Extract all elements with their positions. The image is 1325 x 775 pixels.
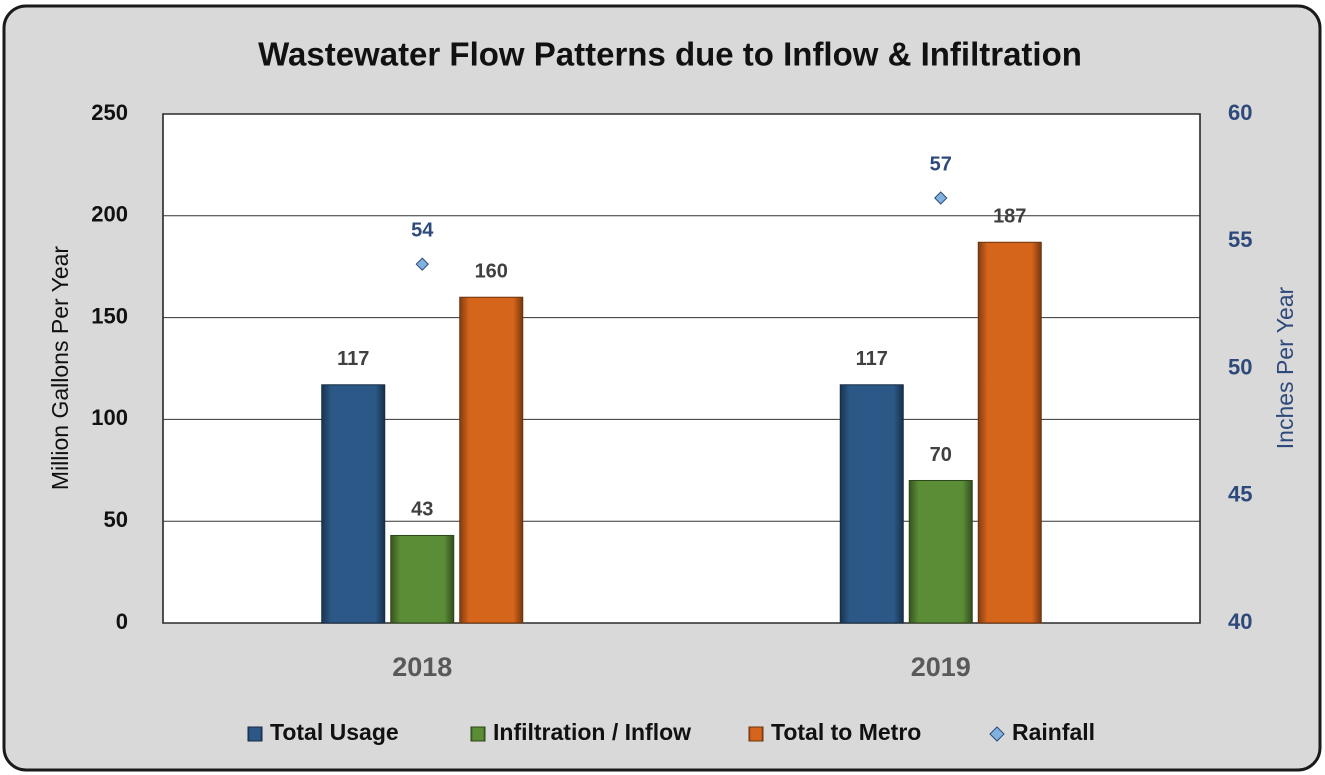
y2-tick-label: 55: [1228, 227, 1252, 252]
plot-area: [162, 113, 1201, 624]
y-tick-label: 0: [116, 609, 128, 634]
y-tick-label: 50: [104, 507, 128, 532]
rainfall-marker: [934, 191, 948, 205]
bar: [839, 384, 904, 624]
x-tick-label: 2018: [392, 652, 452, 682]
y2-tick-label: 50: [1228, 354, 1252, 379]
legend-label: Total Usage: [270, 719, 399, 745]
y-axis-label: Million Gallons Per Year: [47, 246, 73, 491]
x-tick-label: 2019: [911, 652, 971, 682]
legend-label: Rainfall: [1012, 719, 1095, 745]
y2-axis-label: Inches Per Year: [1272, 286, 1298, 449]
bar: [459, 296, 524, 624]
bar: [977, 241, 1042, 624]
legend-label: Total to Metro: [771, 719, 921, 745]
data-label: 57: [930, 153, 952, 175]
y-tick-label: 250: [91, 100, 128, 125]
data-label: 117: [856, 348, 888, 370]
y-tick-label: 100: [91, 405, 128, 430]
legend-marker: [470, 726, 486, 742]
legend-marker: [748, 726, 764, 742]
bar: [321, 384, 386, 624]
data-label: 117: [337, 348, 369, 370]
data-label: 70: [930, 444, 952, 466]
data-label: 54: [411, 219, 434, 241]
y-tick-label: 150: [91, 303, 128, 328]
data-label: 187: [993, 206, 1026, 228]
bar: [908, 479, 973, 624]
data-label: 43: [411, 499, 433, 521]
y-tick-label: 200: [91, 202, 128, 227]
legend-marker: [989, 726, 1005, 742]
legend-marker: [247, 726, 263, 742]
chart-title: Wastewater Flow Patterns due to Inflow &…: [258, 36, 1082, 73]
y2-tick-label: 40: [1228, 609, 1252, 634]
legend-label: Infiltration / Inflow: [493, 719, 691, 745]
y2-tick-label: 60: [1228, 100, 1252, 125]
rainfall-marker: [415, 257, 429, 271]
y2-tick-label: 45: [1228, 482, 1252, 507]
bar: [390, 534, 455, 624]
data-label: 160: [475, 261, 508, 283]
